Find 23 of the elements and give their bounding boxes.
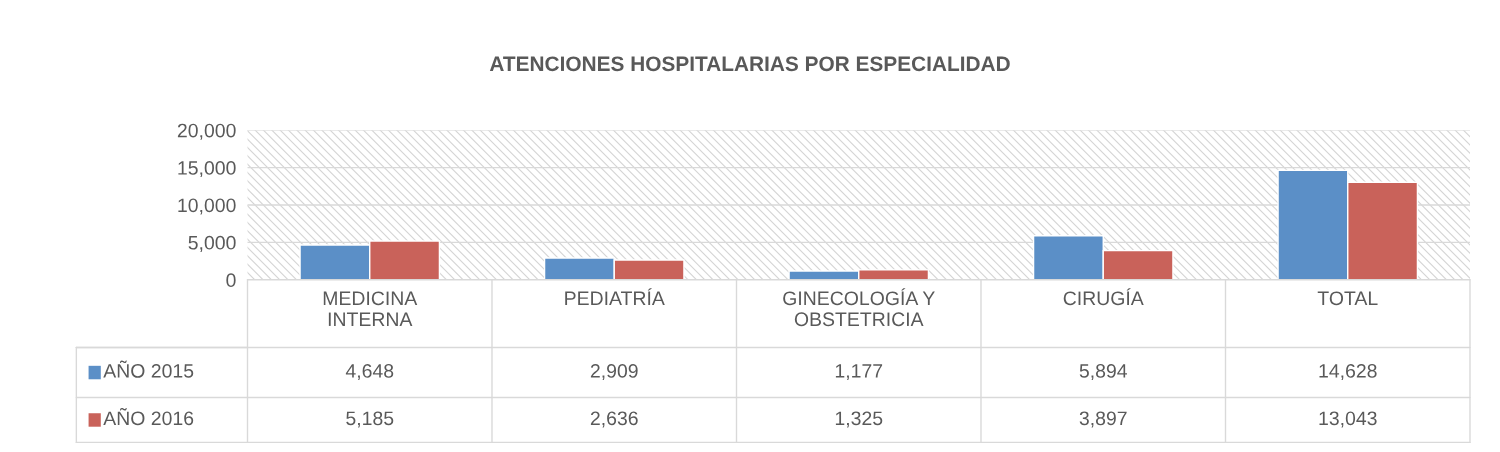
data-label: 5,894 xyxy=(1079,364,1128,381)
y-tick-label: 10,000 xyxy=(178,198,236,215)
y-tick-label: 20,000 xyxy=(177,123,236,140)
data-label: 1,177 xyxy=(835,364,883,381)
x-tick-label: CIRUGÍA xyxy=(1063,288,1144,306)
y-tick-label: 5,000 xyxy=(188,235,236,252)
x-tick-label: TOTAL xyxy=(1317,291,1378,306)
data-label: 13,043 xyxy=(1319,411,1377,428)
data-label: 4,648 xyxy=(345,364,394,381)
data-label: 3,897 xyxy=(1079,411,1127,428)
data-label: 5,185 xyxy=(346,411,394,428)
y-tick-label: 0 xyxy=(226,273,236,288)
x-tick-label: PEDIATRÍA xyxy=(565,288,665,305)
data-label: 14,628 xyxy=(1319,364,1377,381)
chart-title: ATENCIONES HOSPITALARIAS POR ESPECIALIDAD xyxy=(489,56,1010,72)
x-tick-label: MEDICINA INTERNA xyxy=(323,291,418,326)
x-tick-label: GINECOLOGÍA Y OBSTETRICIA xyxy=(783,288,935,327)
legend-label: AÑO 2016 xyxy=(103,407,194,426)
data-label: 2,909 xyxy=(590,364,638,381)
y-tick-label: 15,000 xyxy=(178,161,236,178)
data-label: 1,325 xyxy=(835,411,883,428)
data-label: 2,636 xyxy=(590,411,638,428)
legend-label: AÑO 2015 xyxy=(103,360,194,378)
